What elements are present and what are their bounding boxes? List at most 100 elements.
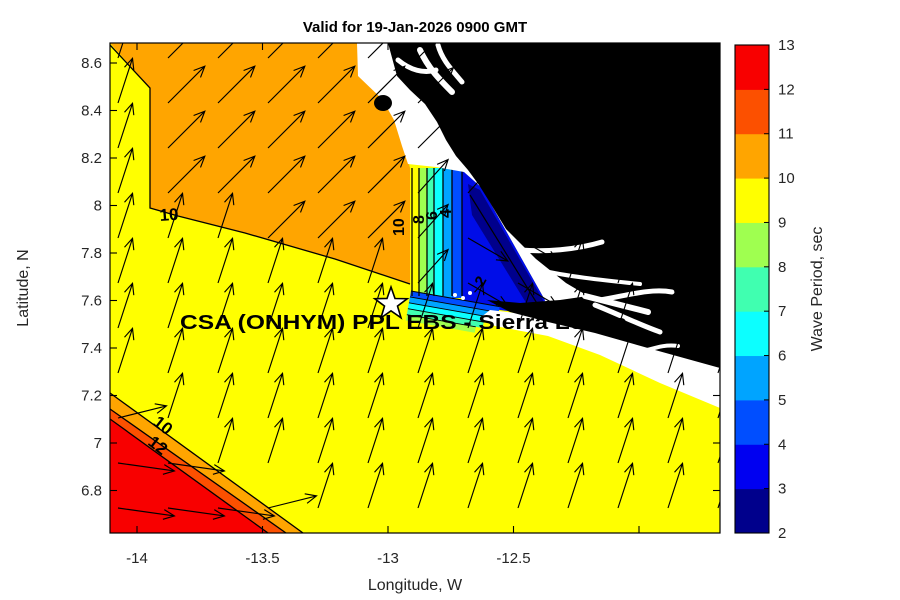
wave-direction-arrow [317,281,335,329]
wave-direction-arrow [167,326,185,374]
wave-direction-arrow [567,56,585,104]
region-10-11s-northwest [110,43,410,284]
gradient-band [427,168,434,298]
colorbar-segment [735,266,769,312]
wave-direction-arrow [217,326,235,374]
gradient-band [443,168,452,298]
wave-direction-arrow [467,237,510,262]
wave-direction-arrows [117,43,720,520]
contour-label-4: 4 [438,209,455,218]
wave-direction-arrow [367,416,385,464]
wave-direction-arrow [617,56,635,104]
wave-direction-arrow [567,101,585,149]
wave-direction-arrow [367,65,406,104]
river-channel [517,239,605,254]
wave-direction-arrow [417,111,455,149]
gradient-band-bend-strip [409,291,500,313]
wave-direction-arrow [667,416,685,464]
wave-direction-arrow [317,416,335,464]
colorbar-tick-label: 12 [778,81,795,98]
wave-direction-arrow [117,236,135,284]
colorbar-segment [735,133,769,179]
contour-line [110,44,411,285]
wave-direction-arrow [367,155,406,194]
y-tick-label: 7.6 [81,293,102,310]
wave-direction-arrow [467,111,505,149]
wave-direction-arrow [117,281,135,329]
colorbar-tick-label: 8 [778,259,786,276]
wave-direction-arrow [517,101,535,149]
contour-label-8: 8 [411,215,428,224]
colorbar-tick-label: 11 [778,126,794,143]
colorbar-tick-label: 13 [778,37,795,54]
gradient-band-bend-strip [407,302,490,323]
wave-direction-arrow [167,507,226,520]
river-channel [435,43,465,85]
wave-direction-arrow [367,236,385,284]
x-tick-label: -14 [126,550,148,567]
wave-direction-arrow [117,43,124,59]
wave-direction-arrow [617,326,635,374]
wave-direction-arrow [467,282,510,307]
wave-direction-arrow [317,236,335,284]
wave-direction-arrow [567,191,585,239]
river-channel [395,57,439,75]
wave-direction-arrow [417,416,435,464]
y-tick-label: 7.8 [81,245,102,262]
wave-direction-arrow [267,65,306,104]
colorbar-segment [735,311,769,357]
wave-direction-arrow [517,371,535,419]
wave-direction-arrow [467,43,484,59]
wave-direction-arrow [117,462,176,475]
wave-direction-arrow [217,507,276,520]
wave-direction-arrow [117,403,168,419]
wave-direction-arrow [367,461,385,509]
contour-line [408,302,490,318]
contour-label-6: 6 [424,211,441,220]
wave-direction-arrow [517,43,524,59]
plot-title: Valid for 19-Jan-2026 0900 GMT [303,19,527,36]
colorbar-segment [735,222,769,268]
wave-direction-arrow [267,236,285,284]
wave-direction-arrow [267,281,285,329]
site-star-marker [372,284,410,320]
wave-direction-arrow [517,282,560,307]
wave-direction-arrow [367,200,406,239]
colorbar-segment [735,355,769,401]
river-channel [597,288,675,303]
wave-direction-arrow [617,43,624,59]
wave-direction-arrow [667,461,685,509]
wave-direction-arrow [267,200,306,239]
y-tick-label: 8.4 [81,103,102,120]
wave-direction-arrow [617,101,635,149]
wave-direction-arrow [667,281,685,329]
wave-direction-arrow [417,326,435,374]
colorbar-segment [735,89,769,135]
gradient-band-bend-strip [406,308,484,329]
wave-direction-arrow [467,371,485,419]
wave-direction-arrow [117,191,135,239]
wave-direction-arrow [167,281,185,329]
y-tick-label: 7 [94,435,102,452]
wave-direction-arrow [567,416,585,464]
wave-direction-arrow [617,371,635,419]
contour-line [110,392,304,533]
wave-direction-arrow [167,155,206,194]
wave-direction-arrow [317,65,356,104]
wave-direction-arrow [667,191,685,239]
wave-direction-arrow [567,236,585,284]
colorbar-segment [735,399,769,445]
wave-direction-arrow [367,43,384,59]
wave-direction-arrow [667,326,685,374]
wave-direction-arrow [317,155,356,194]
wave-direction-arrow [617,236,635,284]
wave-direction-arrow [217,65,256,104]
wave-direction-arrow [167,191,185,239]
y-tick-label: 8.6 [81,55,102,72]
wave-direction-arrow [517,326,535,374]
gradient-band [452,168,462,298]
x-tick-label: -12.5 [496,550,530,567]
wave-direction-arrow [467,158,500,194]
wave-direction-arrow [117,326,135,374]
colorbar-tick-label: 9 [778,214,786,231]
